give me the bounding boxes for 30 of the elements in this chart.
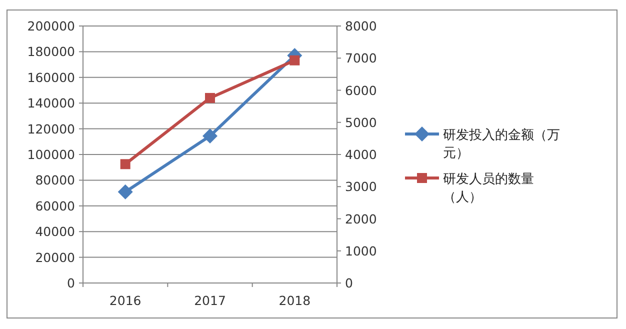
- y-tick-label: 80000: [35, 172, 76, 188]
- x-tick-label: 2017: [194, 293, 226, 308]
- x-tick-label: 2016: [109, 293, 142, 308]
- y-tick-label: 60000: [35, 198, 76, 214]
- y2-tick-label: 0: [345, 276, 353, 290]
- y2-tick-label: 5000: [345, 114, 377, 130]
- y2-tick-label: 8000: [345, 18, 377, 34]
- y-tick-label: 0: [67, 276, 76, 290]
- y2-tick-label: 3000: [345, 179, 377, 194]
- legend-label: 研发投入的金额（万元）: [443, 128, 560, 161]
- y-tick-label: 100000: [27, 147, 76, 162]
- legend-label: 研发人员的数量（人）: [443, 172, 534, 205]
- point: [120, 159, 130, 170]
- y2-tick-label: 6000: [345, 82, 377, 98]
- y2-tick-label: 1000: [345, 243, 377, 258]
- y2-tick-label: 7000: [345, 50, 377, 66]
- y-tick-label: 200000: [27, 18, 76, 34]
- y2-tick-label: 2000: [345, 211, 377, 226]
- y-tick-label: 40000: [35, 224, 76, 240]
- y-tick-label: 120000: [27, 121, 76, 136]
- point: [118, 184, 133, 200]
- y-tick-label: 140000: [27, 96, 76, 111]
- y-tick-label: 180000: [27, 44, 76, 60]
- y2-tick-label: 4000: [345, 147, 377, 162]
- x-tick-label: 2018: [278, 293, 311, 308]
- y-tick-label: 160000: [27, 70, 76, 85]
- point: [205, 92, 215, 103]
- point: [202, 128, 218, 144]
- y-tick-label: 20000: [35, 250, 76, 265]
- point: [290, 55, 300, 66]
